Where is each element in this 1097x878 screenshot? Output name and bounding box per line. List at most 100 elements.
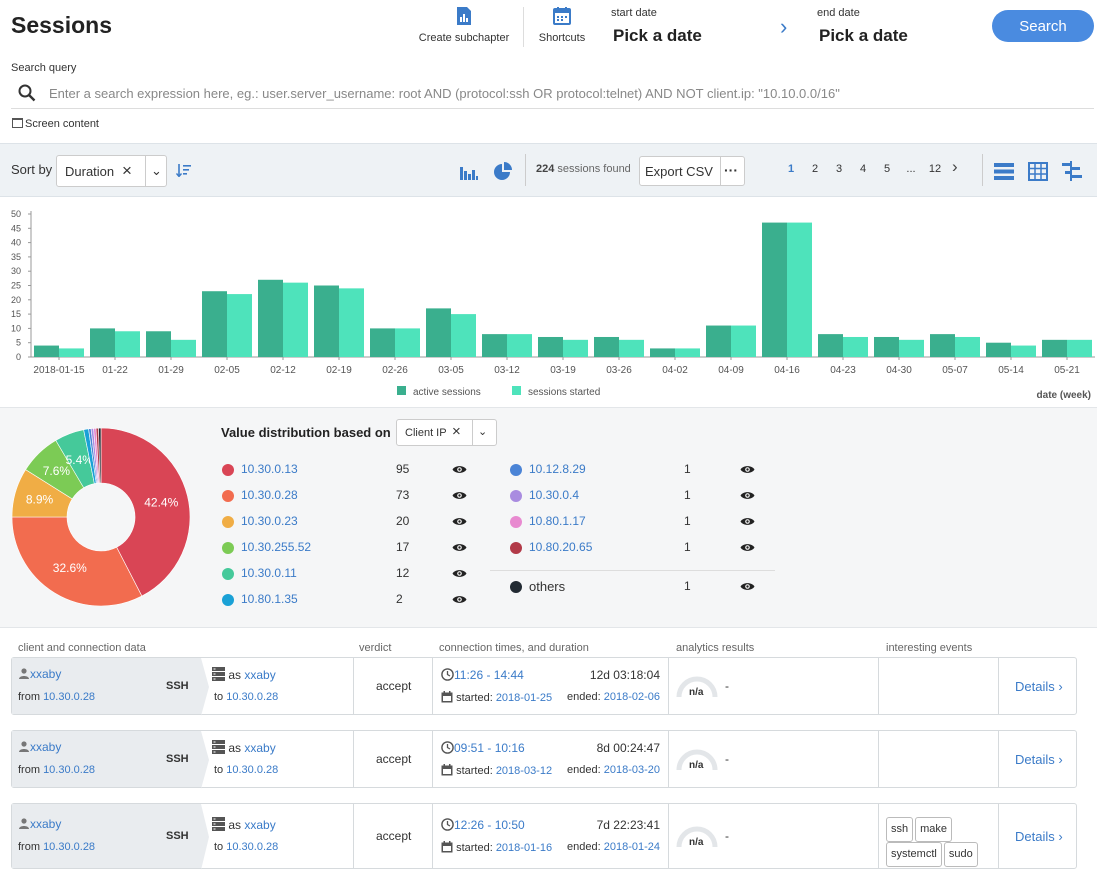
sort-select[interactable]: Duration × ⌄ [56, 155, 167, 187]
bar-sessions-started[interactable] [59, 348, 84, 357]
details-link[interactable]: Details › [1015, 679, 1063, 694]
event-tag[interactable]: ssh [886, 817, 914, 842]
donut-slice[interactable] [98, 428, 102, 484]
search-input[interactable] [49, 82, 1089, 104]
bar-active-sessions[interactable] [90, 328, 115, 357]
bar-active-sessions[interactable] [1042, 339, 1067, 357]
ip-link[interactable]: 10.30.0.11 [241, 566, 297, 580]
bar-active-sessions[interactable] [258, 279, 283, 357]
bar-sessions-started[interactable] [171, 339, 196, 357]
session-row[interactable]: xxaby from 10.30.0.28 SSH as xxaby to 10.30… [11, 730, 1077, 789]
create-subchapter-button[interactable]: Create subchapter [418, 6, 510, 44]
page-link[interactable]: 12 [928, 163, 942, 175]
screen-content-toggle[interactable]: Screen content [12, 118, 99, 130]
eye-icon[interactable] [452, 568, 467, 582]
sort-order-icon[interactable] [176, 163, 191, 177]
bar-active-sessions[interactable] [538, 336, 563, 357]
eye-icon[interactable] [452, 542, 467, 556]
ip-link[interactable]: 10.30.0.28 [241, 488, 298, 502]
eye-icon[interactable] [740, 464, 755, 478]
bar-sessions-started[interactable] [731, 325, 756, 357]
user-link[interactable]: xxaby [30, 817, 62, 831]
ip-link[interactable]: 10.30.0.23 [241, 514, 298, 528]
server-user-link[interactable]: xxaby [244, 668, 276, 682]
eye-icon[interactable] [740, 581, 755, 595]
bar-active-sessions[interactable] [986, 342, 1011, 357]
bar-sessions-started[interactable] [619, 339, 644, 357]
user-link[interactable]: xxaby [30, 667, 62, 681]
client-user[interactable]: xxaby [18, 740, 61, 754]
session-row[interactable]: xxaby from 10.30.0.28 SSH as xxaby to 10.30… [11, 803, 1077, 870]
bar-active-sessions[interactable] [34, 345, 59, 357]
user-link[interactable]: xxaby [30, 740, 62, 754]
bar-active-sessions[interactable] [370, 328, 395, 357]
bar-active-sessions[interactable] [146, 331, 171, 357]
eye-icon[interactable] [740, 516, 755, 530]
eye-icon[interactable] [452, 490, 467, 504]
from-ip-link[interactable]: 10.30.0.28 [43, 764, 96, 776]
client-user[interactable]: xxaby [18, 817, 61, 831]
chevron-down-icon[interactable]: ⌄ [478, 426, 488, 438]
bar-sessions-started[interactable] [955, 336, 980, 357]
bar-sessions-started[interactable] [227, 294, 252, 357]
pie-chart-icon[interactable] [493, 161, 513, 181]
bar-sessions-started[interactable] [451, 314, 476, 357]
next-page-icon[interactable]: › [952, 157, 958, 176]
bar-sessions-started[interactable] [339, 288, 364, 357]
eye-icon[interactable] [740, 490, 755, 504]
ip-link[interactable]: 10.80.1.35 [241, 592, 298, 606]
eye-icon[interactable] [740, 542, 755, 556]
bar-sessions-started[interactable] [283, 282, 308, 357]
bar-active-sessions[interactable] [762, 222, 787, 357]
from-ip-link[interactable]: 10.30.0.28 [43, 841, 96, 853]
details-link[interactable]: Details › [1015, 829, 1063, 844]
page-link[interactable]: 3 [835, 163, 843, 175]
page-link[interactable]: 1 [787, 163, 795, 175]
eye-icon[interactable] [452, 594, 467, 608]
bar-active-sessions[interactable] [482, 334, 507, 357]
bar-active-sessions[interactable] [818, 334, 843, 357]
clear-icon[interactable]: × [452, 423, 461, 440]
bar-active-sessions[interactable] [314, 285, 339, 358]
start-date-picker[interactable]: Pick a date [613, 26, 702, 45]
search-button[interactable]: Search [992, 10, 1094, 42]
bar-active-sessions[interactable] [650, 348, 675, 357]
bar-active-sessions[interactable] [426, 308, 451, 357]
ip-link[interactable]: 10.80.1.17 [529, 514, 586, 528]
event-tag[interactable]: sudo [943, 842, 978, 867]
list-view-icon[interactable] [994, 163, 1014, 180]
page-link[interactable]: 2 [811, 163, 819, 175]
bar-active-sessions[interactable] [930, 334, 955, 357]
bar-chart-icon[interactable] [459, 161, 479, 181]
to-ip-link[interactable]: 10.30.0.28 [226, 691, 279, 703]
ip-link[interactable]: 10.12.8.29 [529, 462, 586, 476]
bar-active-sessions[interactable] [202, 291, 227, 357]
bar-sessions-started[interactable] [1067, 339, 1092, 357]
event-tag[interactable]: make [915, 817, 953, 842]
bar-active-sessions[interactable] [706, 325, 731, 357]
bar-sessions-started[interactable] [507, 334, 532, 357]
bar-sessions-started[interactable] [787, 222, 812, 357]
bar-sessions-started[interactable] [899, 339, 924, 357]
timeline-view-icon[interactable] [1062, 161, 1082, 181]
shortcuts-button[interactable]: Shortcuts [534, 6, 590, 44]
bar-sessions-started[interactable] [1011, 345, 1036, 357]
clear-icon[interactable]: × [122, 161, 132, 180]
distribution-field-select[interactable]: Client IP × ⌄ [396, 419, 497, 446]
bar-active-sessions[interactable] [874, 336, 899, 357]
details-link[interactable]: Details › [1015, 752, 1063, 767]
page-link[interactable]: 5 [883, 163, 891, 175]
bar-sessions-started[interactable] [843, 336, 868, 357]
bar-sessions-started[interactable] [395, 328, 420, 357]
ip-link[interactable]: 10.30.0.13 [241, 462, 298, 476]
from-ip-link[interactable]: 10.30.0.28 [43, 691, 96, 703]
bar-sessions-started[interactable] [675, 348, 700, 357]
chevron-down-icon[interactable]: ⌄ [151, 163, 162, 178]
ip-link[interactable]: 10.80.20.65 [529, 540, 593, 554]
end-date-picker[interactable]: Pick a date [819, 26, 908, 45]
bar-active-sessions[interactable] [594, 336, 619, 357]
to-ip-link[interactable]: 10.30.0.28 [226, 764, 279, 776]
bar-sessions-started[interactable] [115, 331, 140, 357]
bar-sessions-started[interactable] [563, 339, 588, 357]
donut-slice[interactable] [100, 428, 190, 597]
